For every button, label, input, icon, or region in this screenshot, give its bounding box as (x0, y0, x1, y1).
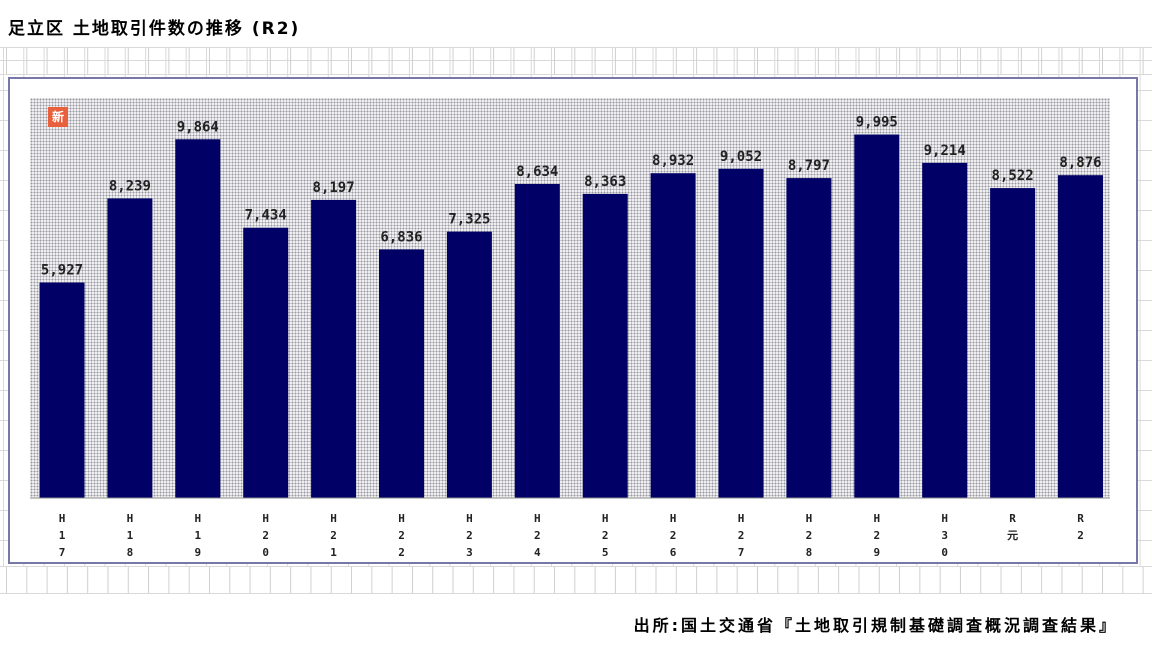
category-label-R2-0: R (1077, 512, 1084, 525)
category-label-H24-2: 4 (534, 546, 541, 559)
category-label-H26-2: 6 (670, 546, 677, 559)
bar-H17 (39, 282, 85, 498)
bar-R2 (1058, 175, 1103, 498)
bar-H26 (650, 173, 696, 498)
category-label-H25-0: H (602, 512, 609, 525)
category-label-H21-2: 1 (330, 546, 337, 559)
category-label-H19-0: H (194, 512, 201, 525)
category-label-H23-1: 2 (466, 529, 473, 542)
category-label-H29-2: 9 (873, 546, 880, 559)
value-label-H29: 9,995 (856, 115, 898, 131)
value-label-R2: 8,876 (1059, 155, 1101, 171)
category-label-H17-0: H (59, 512, 66, 525)
value-label-H27: 9,052 (720, 149, 762, 165)
category-label-H24-1: 2 (534, 529, 541, 542)
title-strip: 足立区 土地取引件数の推移 (R2) (0, 0, 1152, 48)
category-label-H22-0: H (398, 512, 405, 525)
bar-H25 (582, 193, 628, 498)
category-label-H28-0: H (806, 512, 813, 525)
category-label-H20-1: 2 (262, 529, 269, 542)
category-label-R2-1: 2 (1077, 529, 1084, 542)
category-label-H26-1: 2 (670, 529, 677, 542)
category-label-H27-2: 7 (738, 546, 745, 559)
value-label-H21: 8,197 (313, 180, 355, 196)
category-label-H30-1: 3 (941, 529, 948, 542)
category-label-H30-2: 0 (941, 546, 948, 559)
bar-H21 (311, 199, 357, 498)
page-title: 足立区 土地取引件数の推移 (R2) (8, 19, 301, 39)
category-label-H28-1: 2 (806, 529, 813, 542)
category-label-H29-1: 2 (873, 529, 880, 542)
category-label-H21-0: H (330, 512, 337, 525)
category-label-H29-0: H (873, 512, 880, 525)
category-label-H19-1: 1 (194, 529, 201, 542)
source-strip (0, 594, 1152, 647)
category-label-H21-1: 2 (330, 529, 337, 542)
bar-R元 (990, 188, 1036, 498)
category-label-R元-0: R (1009, 512, 1016, 525)
value-label-H18: 8,239 (109, 178, 151, 194)
category-label-H30-0: H (941, 512, 948, 525)
category-label-H27-0: H (738, 512, 745, 525)
grid-row-strip (0, 48, 1152, 75)
value-label-H28: 8,797 (788, 158, 830, 174)
category-label-H23-2: 3 (466, 546, 473, 559)
value-label-H30: 9,214 (924, 143, 966, 159)
value-label-H24: 8,634 (516, 164, 558, 180)
category-label-H28-2: 8 (806, 546, 813, 559)
category-label-H22-1: 2 (398, 529, 405, 542)
bar-H27 (718, 168, 764, 499)
category-label-H20-0: H (262, 512, 269, 525)
value-label-H25: 8,363 (584, 174, 626, 190)
category-label-H18-2: 8 (127, 546, 134, 559)
category-label-H22-2: 2 (398, 546, 405, 559)
value-label-H23: 7,325 (448, 212, 490, 228)
value-label-H26: 8,932 (652, 153, 694, 169)
value-label-H22: 6,836 (380, 229, 422, 245)
bar-H30 (922, 162, 968, 498)
bar-H28 (786, 178, 832, 498)
category-label-H19-2: 9 (194, 546, 201, 559)
category-label-H24-0: H (534, 512, 541, 525)
category-label-H18-0: H (127, 512, 134, 525)
bar-H19 (175, 139, 221, 499)
bar-H18 (107, 198, 153, 498)
category-label-H25-2: 5 (602, 546, 609, 559)
bar-H22 (379, 249, 424, 498)
bar-H29 (854, 134, 900, 498)
category-label-H26-0: H (670, 512, 677, 525)
bar-H23 (446, 231, 492, 498)
bar-H20 (243, 227, 289, 498)
bar-H24 (514, 184, 560, 498)
category-label-R元-1: 元 (1007, 529, 1018, 542)
category-label-H27-1: 2 (738, 529, 745, 542)
new-badge: 新 (48, 107, 68, 127)
value-label-H20: 7,434 (245, 208, 287, 224)
source-note: 出所:国土交通省『土地取引規制基礎調査概況調査結果』 (633, 616, 1118, 635)
value-label-H17: 5,927 (41, 263, 83, 279)
category-label-H23-0: H (466, 512, 473, 525)
value-label-H19: 9,864 (177, 119, 219, 135)
category-label-H20-2: 0 (262, 546, 269, 559)
category-label-H25-1: 2 (602, 529, 609, 542)
category-label-H17-1: 1 (59, 529, 66, 542)
grid-row-strip-bottom (0, 566, 1152, 594)
category-label-H17-2: 7 (59, 546, 66, 559)
value-label-R元: 8,522 (992, 168, 1034, 184)
category-label-H18-1: 1 (127, 529, 134, 542)
